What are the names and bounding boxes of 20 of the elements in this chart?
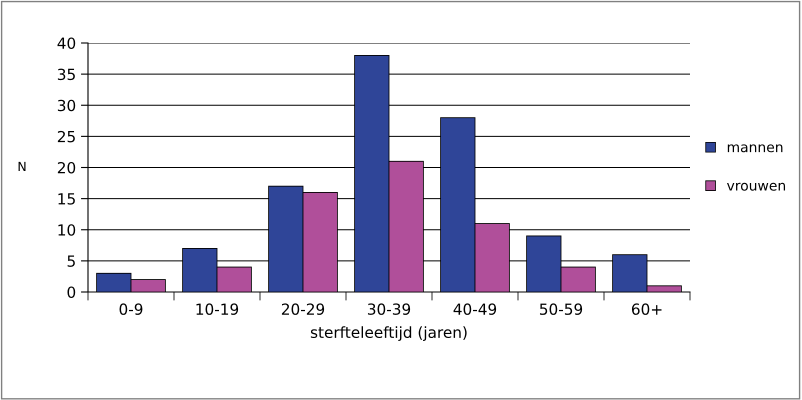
x-tick-label: 0-9: [120, 303, 142, 315]
x-tick-label: 60+: [632, 303, 662, 315]
y-tick-label: 10: [58, 224, 76, 236]
legend-label: mannen: [728, 144, 782, 152]
x-tick-label: 30-39: [368, 303, 410, 315]
y-tick-label: 5: [68, 256, 75, 267]
y-tick-label: 20: [58, 162, 76, 174]
y-tick-label: 25: [58, 130, 75, 142]
legend-label: vrouwen: [726, 182, 786, 191]
y-tick-label: 15: [58, 193, 75, 205]
x-tick-label: 20-29: [282, 303, 324, 315]
x-tick-label: 40-49: [454, 303, 496, 315]
y-tick-label: 40: [58, 37, 76, 50]
x-tick-label: 50-59: [540, 303, 582, 315]
y-tick-label: 35: [58, 68, 75, 80]
y-axis-title: N: [18, 162, 26, 171]
x-axis-title: sterfteleeftijd (jaren): [310, 326, 467, 342]
y-tick-label: 0: [67, 286, 76, 298]
y-tick-label: 30: [58, 100, 76, 112]
x-tick-label: 10-19: [196, 303, 238, 315]
